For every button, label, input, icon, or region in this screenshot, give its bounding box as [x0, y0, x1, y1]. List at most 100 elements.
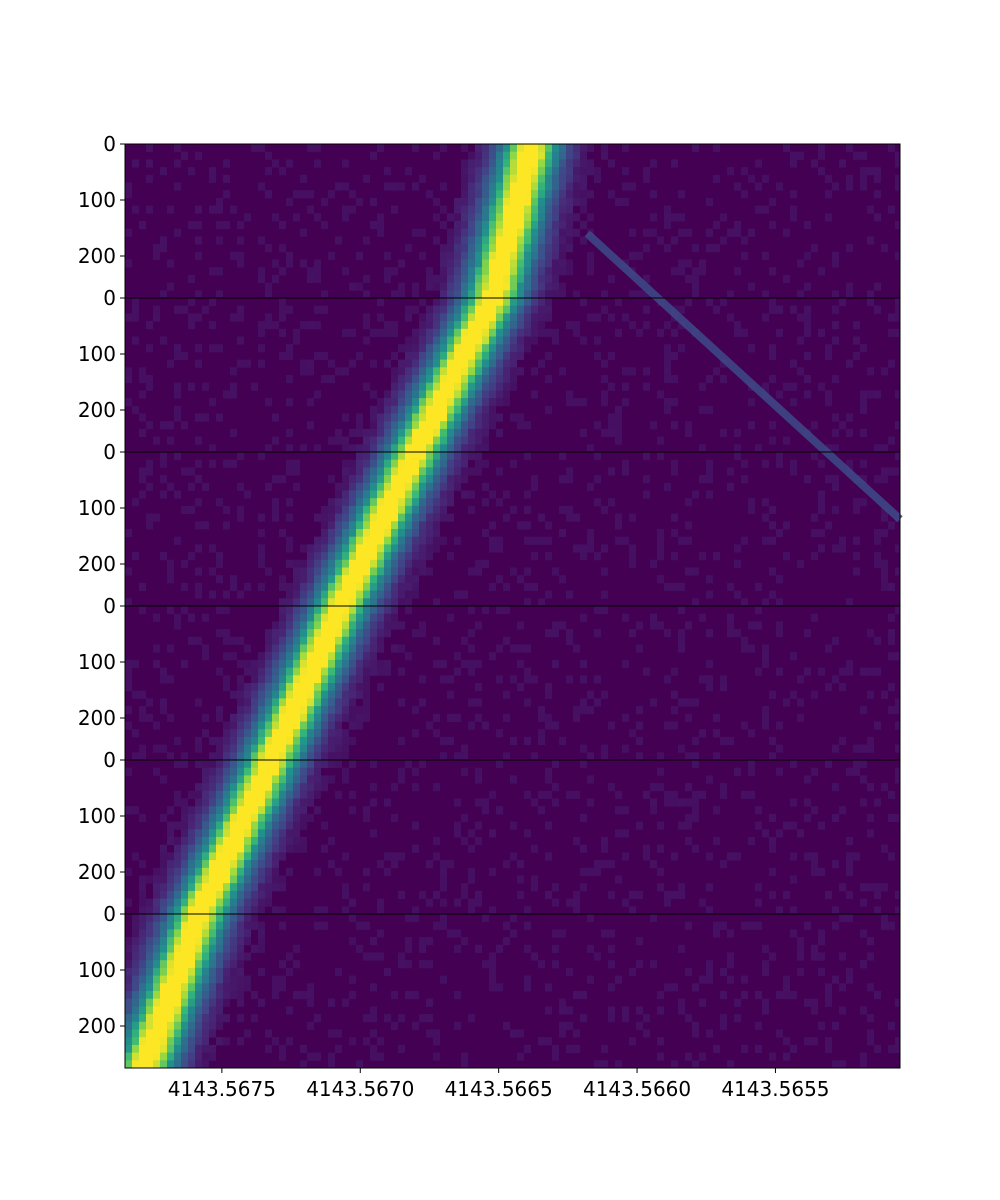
heatmap-cell: [188, 1060, 195, 1069]
heatmap-cell: [454, 390, 461, 399]
heatmap-cell: [881, 559, 888, 568]
heatmap-cell: [678, 1006, 685, 1015]
heatmap-cell: [510, 567, 517, 576]
heatmap-cell: [447, 282, 454, 291]
heatmap-cell: [741, 636, 748, 645]
heatmap-cell: [279, 328, 286, 337]
heatmap-cell: [188, 952, 195, 961]
heatmap-cell: [531, 267, 538, 276]
heatmap-cell: [636, 328, 643, 337]
heatmap-cell: [468, 467, 475, 476]
heatmap-cell: [370, 606, 377, 615]
heatmap-cell: [405, 367, 412, 376]
heatmap-cell: [132, 729, 139, 738]
heatmap-cell: [167, 937, 174, 946]
heatmap-cell: [237, 505, 244, 514]
heatmap-cell: [636, 890, 643, 899]
heatmap-cell: [517, 251, 524, 260]
heatmap-cell: [538, 290, 545, 299]
heatmap-cell: [496, 290, 503, 299]
heatmap-cell: [153, 875, 160, 884]
heatmap-cell: [300, 806, 307, 815]
heatmap-cell: [790, 798, 797, 807]
heatmap-cell: [258, 798, 265, 807]
heatmap-cell: [510, 1029, 517, 1038]
heatmap-cell: [776, 621, 783, 630]
heatmap-cell: [328, 251, 335, 260]
heatmap-cell: [692, 282, 699, 291]
heatmap-cell: [202, 967, 209, 976]
heatmap-cell: [139, 1021, 146, 1030]
heatmap-cell: [174, 898, 181, 907]
heatmap-cell: [524, 228, 531, 237]
heatmap-cell: [139, 752, 146, 761]
heatmap-cell: [496, 213, 503, 222]
heatmap-cell: [419, 536, 426, 545]
heatmap-cell: [790, 821, 797, 830]
heatmap-cell: [209, 829, 216, 838]
heatmap-cell: [279, 305, 286, 314]
heatmap-cell: [188, 837, 195, 846]
heatmap-cell: [496, 182, 503, 191]
heatmap-cell: [475, 821, 482, 830]
heatmap-cell: [419, 1014, 426, 1023]
heatmap-cell: [853, 567, 860, 576]
heatmap-cell: [125, 983, 132, 992]
heatmap-cell: [510, 244, 517, 253]
heatmap-cell: [181, 1021, 188, 1030]
heatmap-cell: [251, 382, 258, 391]
heatmap-cell: [825, 390, 832, 399]
heatmap-cell: [321, 529, 328, 538]
heatmap-cell: [552, 929, 559, 938]
heatmap-cell: [405, 559, 412, 568]
heatmap-cell: [244, 698, 251, 707]
heatmap-cell: [503, 313, 510, 322]
heatmap-cell: [818, 498, 825, 507]
heatmap-cell: [510, 221, 517, 230]
heatmap-cell: [839, 1006, 846, 1015]
heatmap-cell: [251, 883, 258, 892]
heatmap-cell: [671, 790, 678, 799]
heatmap-cell: [209, 960, 216, 969]
heatmap-cell: [804, 328, 811, 337]
heatmap-cell: [818, 382, 825, 391]
heatmap-cell: [321, 559, 328, 568]
heatmap-cell: [825, 644, 832, 653]
heatmap-cell: [405, 529, 412, 538]
heatmap-cell: [314, 598, 321, 607]
heatmap-cell: [286, 259, 293, 268]
heatmap-cell: [566, 505, 573, 514]
heatmap-cell: [286, 598, 293, 607]
heatmap-cell: [279, 775, 286, 784]
heatmap-cell: [349, 521, 356, 530]
heatmap-cell: [531, 213, 538, 222]
heatmap-cell: [153, 914, 160, 923]
heatmap-cell: [398, 290, 405, 299]
heatmap-cell: [496, 544, 503, 553]
heatmap-cell: [685, 498, 692, 507]
heatmap-cell: [433, 321, 440, 330]
heatmap-cell: [202, 944, 209, 953]
heatmap-cell: [265, 860, 272, 869]
heatmap-cell: [342, 505, 349, 514]
heatmap-cell: [713, 144, 720, 153]
heatmap-cell: [412, 428, 419, 437]
heatmap-cell: [706, 575, 713, 584]
heatmap-cell: [489, 906, 496, 915]
heatmap-cell: [314, 867, 321, 876]
heatmap-cell: [139, 390, 146, 399]
heatmap-cell: [503, 921, 510, 930]
heatmap-cell: [566, 151, 573, 160]
heatmap-cell: [230, 752, 237, 761]
heatmap-cell: [258, 752, 265, 761]
heatmap-cell: [279, 675, 286, 684]
heatmap-cell: [335, 513, 342, 522]
heatmap-cell: [860, 706, 867, 715]
heatmap-cell: [839, 914, 846, 923]
heatmap-cell: [888, 636, 895, 645]
heatmap-cell: [405, 944, 412, 953]
heatmap-cell: [573, 991, 580, 1000]
heatmap-cell: [223, 867, 230, 876]
heatmap-cell: [237, 259, 244, 268]
heatmap-cell: [461, 883, 468, 892]
